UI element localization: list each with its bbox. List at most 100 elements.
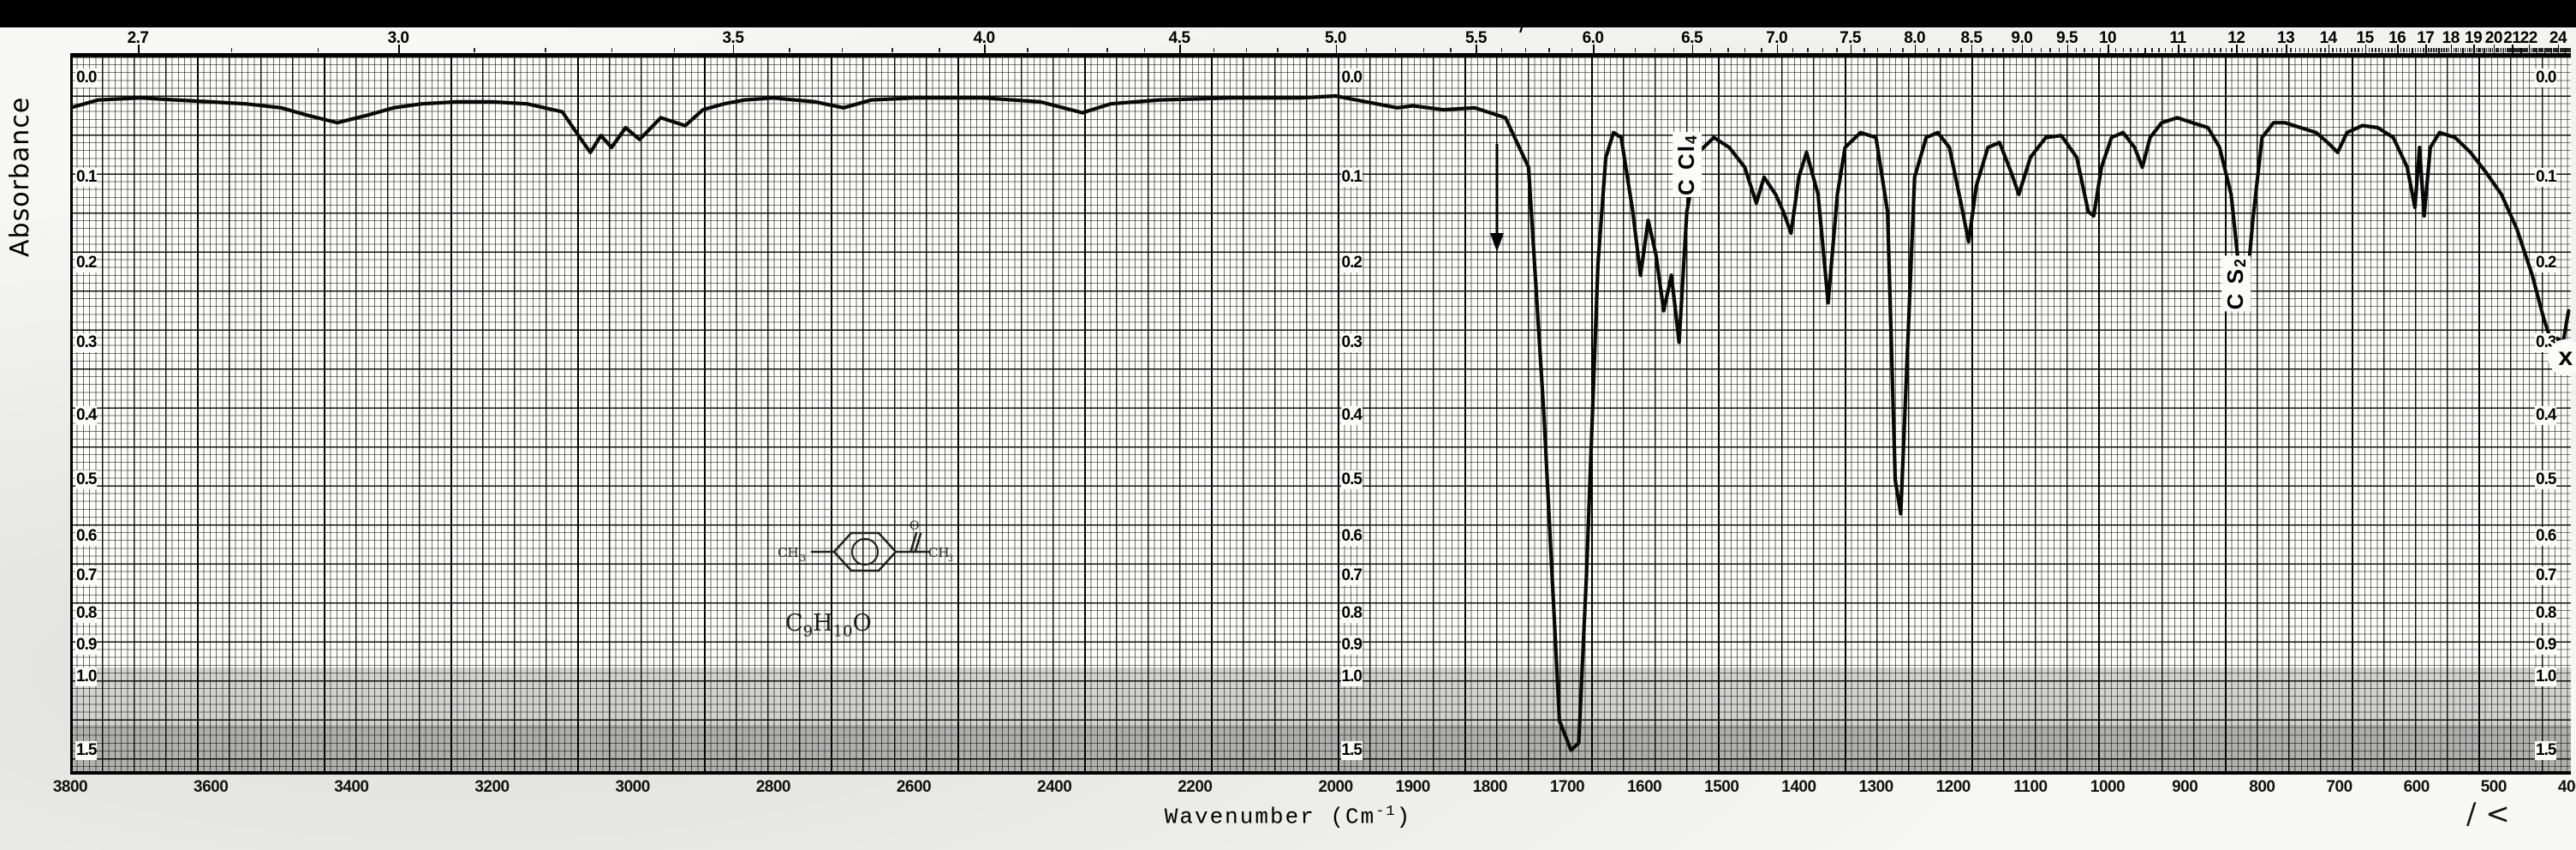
top-axis-minor-tick (2231, 48, 2233, 52)
top-axis-minor-tick (2481, 48, 2484, 52)
top-axis-minor-tick (2490, 48, 2491, 52)
top-axis-minor-tick (1245, 48, 1248, 52)
bottom-axis-tick-label: 800 (2249, 778, 2275, 796)
top-axis-minor-tick (1914, 48, 1917, 54)
top-axis-minor-tick (1982, 48, 1983, 52)
top-axis-minor-tick (138, 48, 140, 52)
bottom-axis-tick-label: 2800 (755, 778, 791, 796)
y-axis-tick-label: 1.5 (75, 740, 97, 760)
top-axis-minor-tick (2002, 48, 2004, 52)
y-axis-tick-label: 1.0 (75, 667, 97, 687)
top-axis-minor-tick (2556, 48, 2558, 52)
top-axis-minor-tick (2545, 48, 2547, 52)
top-axis-minor-tick (2144, 48, 2146, 54)
top-axis-minor-tick (2184, 48, 2185, 52)
top-axis-minor-tick (2453, 48, 2455, 52)
svg-text:3: 3 (948, 554, 952, 564)
top-axis-minor-tick (2084, 48, 2085, 52)
top-axis-minor-tick (2225, 48, 2227, 52)
scan-range-split-line (70, 57, 73, 775)
bottom-axis-tick-label: 2200 (1178, 778, 1213, 796)
top-axis-minor-tick (2190, 48, 2192, 52)
top-axis-minor-tick (2368, 48, 2370, 52)
top-axis-minor-tick (1571, 48, 1573, 52)
top-axis-tick-label: 6.0 (1582, 29, 1604, 47)
top-axis-minor-tick (2425, 48, 2427, 54)
bottom-axis-tick-label: 1300 (1858, 778, 1893, 796)
top-axis-minor-tick (2384, 48, 2387, 52)
top-axis-minor-tick (1106, 48, 1108, 52)
top-axis-minor-tick (2549, 48, 2551, 52)
top-axis-minor-tick (2388, 48, 2389, 52)
top-axis-minor-tick (1863, 48, 1865, 52)
y-axis-tick-label: 0.5 (75, 470, 97, 490)
solvent-label-ccl4: C Cl4 (1673, 132, 1702, 198)
top-axis-minor-tick (2406, 48, 2408, 52)
top-axis-tick-label: 9.5 (2056, 29, 2078, 47)
top-axis-minor-tick (1335, 48, 1338, 54)
top-axis-minor-tick (2091, 48, 2094, 52)
top-axis-minor-tick (1500, 48, 1503, 52)
y-axis-tick-label: 0.8 (1340, 604, 1363, 624)
top-axis-tick-label: 15 (2356, 29, 2375, 47)
top-axis-minor-tick (2522, 48, 2524, 52)
top-axis-minor-tick (2519, 48, 2520, 52)
molecular-formula-sketch: C9H10O (785, 610, 872, 641)
top-axis-tick-label: 4.5 (1168, 29, 1190, 47)
bottom-axis-tick-label: 400 (2557, 778, 2576, 796)
top-axis-minor-tick (2473, 48, 2475, 54)
top-axis-minor-tick (2417, 48, 2419, 52)
top-axis-minor-tick (2400, 48, 2402, 52)
top-axis-minor-tick (2241, 48, 2244, 52)
absorbance-trace (70, 93, 2571, 752)
bottom-axis-tick-label: 3000 (615, 778, 651, 796)
top-axis-minor-tick (2450, 48, 2453, 54)
top-axis-tick-label: 16 (2388, 29, 2406, 47)
top-axis-tick-label: 20 (2484, 29, 2503, 47)
top-axis-minor-tick (2423, 48, 2424, 52)
y-axis-tick-label: 0.7 (75, 566, 97, 585)
top-axis-minor-tick (2561, 48, 2564, 52)
top-axis-minor-tick (2547, 48, 2549, 52)
top-axis-minor-tick (841, 48, 844, 52)
top-axis-minor-tick (2075, 48, 2077, 52)
top-axis-minor-tick (1691, 48, 1694, 54)
y-axis-tick-label: 0.6 (75, 526, 97, 546)
top-axis-minor-tick (1524, 48, 1527, 52)
top-axis-minor-tick (2510, 48, 2512, 52)
top-axis-minor-tick (2381, 48, 2383, 54)
bottom-axis-tick-label: 1500 (1704, 778, 1739, 796)
top-axis-tick-label: 24 (2549, 29, 2567, 47)
top-axis-minor-tick (1548, 48, 1550, 52)
top-axis-minor-tick (2507, 48, 2508, 52)
top-axis-minor-tick (2335, 48, 2338, 52)
top-axis-minor-tick (1673, 48, 1675, 52)
bottom-axis-tick-label: 2000 (1318, 778, 1353, 796)
y-axis-tick-label: 0.0 (2535, 69, 2556, 88)
top-axis-minor-tick (2058, 48, 2060, 52)
top-axis-minor-tick (1213, 48, 1215, 52)
y-axis-tick-label: 0.2 (1340, 254, 1363, 273)
top-axis-minor-tick (789, 48, 790, 52)
y-axis-tick-label: 0.1 (2535, 167, 2556, 187)
top-axis-minor-tick (2012, 48, 2014, 52)
top-axis-tick-label: 10 (2098, 29, 2117, 47)
y-axis-tick-label: 0.4 (75, 406, 97, 425)
spectrum-plot-area: 0.0 0.1 0.2 0.3 0.4 0.5 0.6 0.7 0.8 0.9 1.0 1.5 0.0… (70, 57, 2576, 775)
top-axis-minor-tick (2171, 48, 2173, 52)
top-axis-minor-tick (1365, 48, 1368, 52)
top-axis-minor-tick (2493, 48, 2496, 54)
bottom-axis-tick-label: 3400 (334, 778, 369, 796)
y-axis-tick-label: 0.7 (2535, 566, 2556, 585)
top-axis-minor-tick (2114, 48, 2117, 52)
bottom-axis-tick-label: 1900 (1395, 778, 1431, 796)
y-axis-tick-label: 1.0 (2535, 667, 2556, 687)
top-axis-minor-tick (2504, 48, 2507, 52)
top-axis-minor-tick (1876, 48, 1879, 52)
top-axis-minor-tick (2448, 48, 2450, 52)
top-axis-minor-tick (2460, 48, 2462, 52)
top-axis-tick-label: 7.0 (1766, 29, 1788, 47)
top-axis-minor-tick (2457, 48, 2460, 52)
top-axis-minor-tick (230, 48, 233, 52)
top-axis-minor-tick (1744, 48, 1746, 52)
